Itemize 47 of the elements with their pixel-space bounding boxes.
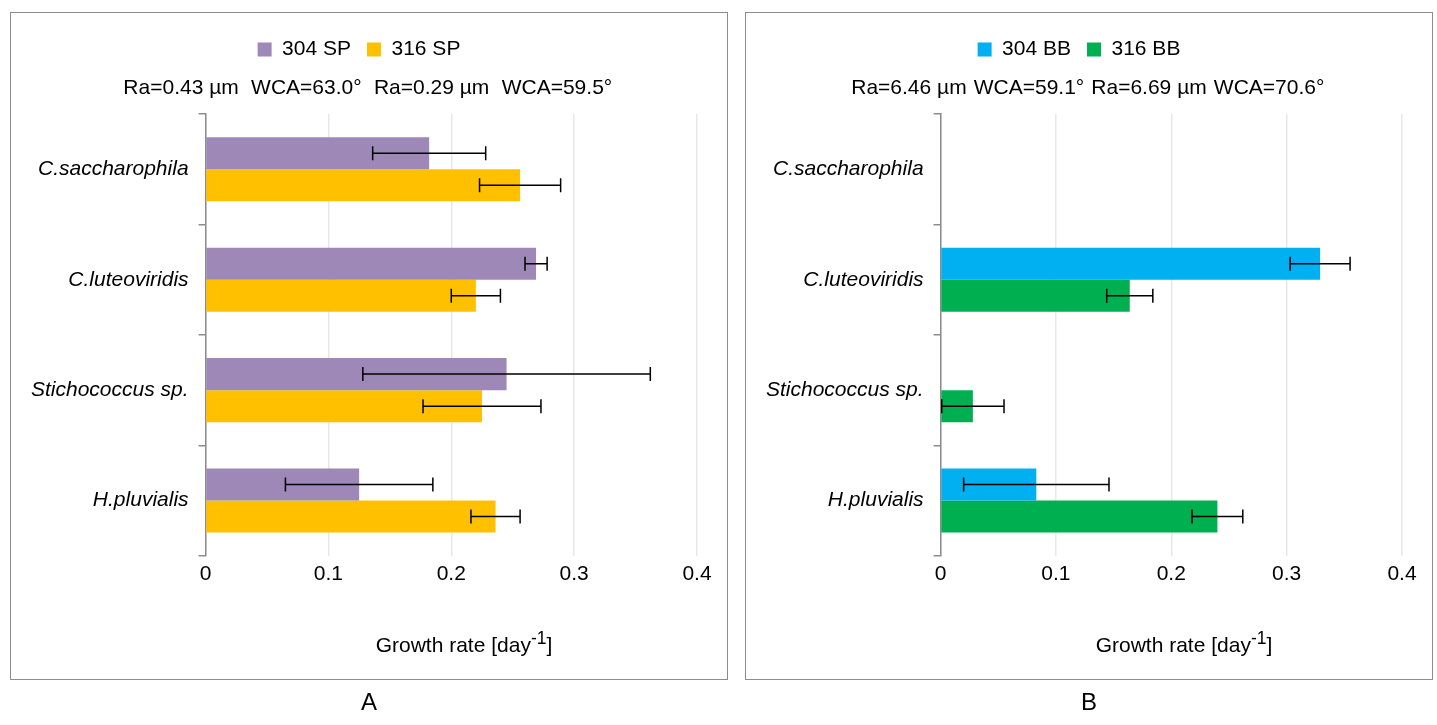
- x-tick-label: 0.2: [436, 561, 466, 585]
- x-tick-label: 0.4: [682, 561, 712, 585]
- legend-label: 316 BB: [1111, 36, 1181, 60]
- y-tick-label: C.saccharophila: [772, 156, 924, 180]
- x-tick-label: 0.2: [1156, 561, 1186, 585]
- text: A: [360, 688, 378, 716]
- text: Ra=6.46 µm: [851, 74, 967, 98]
- y-tick-label: H.pluvialis: [92, 487, 190, 511]
- bar: [206, 468, 360, 501]
- y-tick-label: Stichococcus sp.: [30, 376, 189, 400]
- bar: [941, 468, 1037, 501]
- x-tick-label: 0: [199, 561, 212, 585]
- bar: [206, 279, 476, 312]
- bar: [206, 169, 521, 202]
- bar: [206, 390, 482, 423]
- text: Ra=0.43 µm: [123, 74, 239, 98]
- bar: [941, 247, 1321, 280]
- bar: [206, 137, 430, 170]
- bar: [206, 500, 496, 533]
- text: Ra=6.69 µm: [1091, 74, 1207, 98]
- text: WCA=63.0°: [251, 74, 362, 98]
- x-tick-label: 0: [934, 561, 947, 585]
- text: WCA=70.6°: [1213, 74, 1325, 98]
- text: WCA=59.5°: [501, 74, 613, 98]
- y-tick-label: H.pluvialis: [827, 487, 925, 511]
- text: WCA=59.1°: [973, 74, 1085, 98]
- x-tick-label: 0.3: [559, 561, 589, 585]
- x-tick-label: 0.4: [1387, 561, 1417, 585]
- bar: [941, 500, 1218, 533]
- y-tick-label: Stichococcus sp.: [765, 376, 924, 400]
- text: B: [1080, 688, 1098, 716]
- x-tick-label: 0.1: [313, 561, 344, 585]
- legend-label: 304 SP: [282, 36, 351, 60]
- bar: [206, 247, 537, 280]
- text: Ra=0.29 µm: [373, 74, 490, 98]
- legend-label: 304 BB: [1002, 36, 1071, 60]
- legend-label: 316 SP: [391, 36, 461, 60]
- bar: [941, 279, 1130, 312]
- x-axis-title: Growth rate [day$^{-1}$]: [374, 628, 554, 657]
- bar: [206, 358, 507, 391]
- x-tick-label: 0.1: [1041, 561, 1071, 585]
- x-tick-label: 0.3: [1272, 561, 1302, 585]
- y-tick-label: C.luteoviridis: [803, 266, 925, 290]
- x-axis-title: Growth rate [day$^{-1}$]: [1094, 628, 1274, 657]
- y-tick-label: C.saccharophila: [37, 156, 189, 180]
- bar: [941, 390, 973, 423]
- y-tick-label: C.luteoviridis: [68, 266, 190, 290]
